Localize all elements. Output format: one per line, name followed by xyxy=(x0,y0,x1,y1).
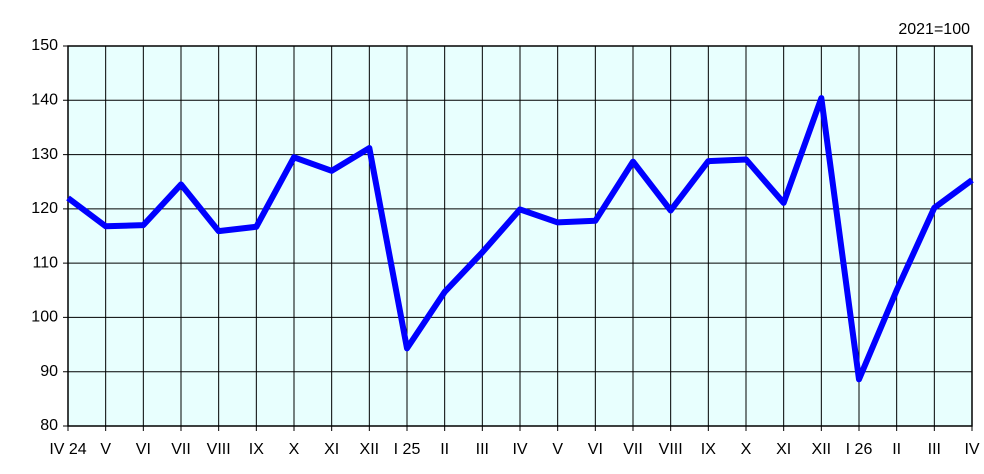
x-tick-label: III xyxy=(476,441,489,458)
x-tick-label: XII xyxy=(812,441,832,458)
x-tick-label: II xyxy=(892,441,901,458)
x-tick-label: XI xyxy=(324,441,339,458)
x-tick-label: V xyxy=(552,441,563,458)
x-tick-label: VI xyxy=(588,441,603,458)
x-tick-label: V xyxy=(100,441,111,458)
x-tick-label: IX xyxy=(701,441,716,458)
x-tick-label: I 25 xyxy=(394,441,421,458)
x-tick-label: XII xyxy=(360,441,380,458)
x-tick-label: VIII xyxy=(207,441,231,458)
x-tick-label: IV xyxy=(512,441,527,458)
x-tick-label: IV 24 xyxy=(49,441,86,458)
y-tick-label: 140 xyxy=(31,92,58,109)
y-tick-label: 90 xyxy=(40,363,58,380)
data-line xyxy=(66,95,974,383)
x-tick-label: XI xyxy=(776,441,791,458)
y-tick-label: 100 xyxy=(31,309,58,326)
x-tick-label: VII xyxy=(171,441,191,458)
annotation: 2021=100 xyxy=(898,21,970,38)
x-tick-label: I 26 xyxy=(846,441,873,458)
x-tick-label: X xyxy=(289,441,300,458)
x-tick-label: VI xyxy=(136,441,151,458)
x-tick-label: III xyxy=(928,441,941,458)
plot-border xyxy=(67,45,973,427)
y-tick-label: 120 xyxy=(31,200,58,217)
x-tick-label: VIII xyxy=(659,441,683,458)
x-tick-label: IV xyxy=(964,441,979,458)
y-tick-label: 130 xyxy=(31,146,58,163)
x-tick-label: II xyxy=(440,441,449,458)
y-tick-label: 80 xyxy=(40,417,58,434)
y-tick-label: 110 xyxy=(32,254,58,271)
x-tick-label: IX xyxy=(249,441,264,458)
x-tick-label: VII xyxy=(623,441,643,458)
y-tick-label: 150 xyxy=(31,37,58,54)
x-tick-label: X xyxy=(741,441,752,458)
